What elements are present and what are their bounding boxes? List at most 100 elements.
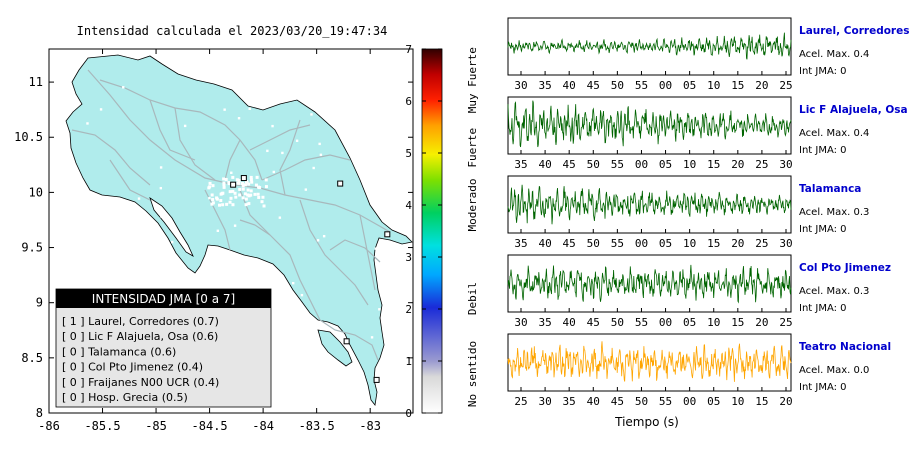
- station-marker: [230, 181, 237, 188]
- station-marker: [240, 175, 247, 182]
- waveform-tick-label: 00: [659, 316, 672, 329]
- waveform-tick-label: 25: [755, 237, 768, 250]
- town-dot: [264, 185, 268, 189]
- waveform-tick-label: 10: [707, 316, 720, 329]
- town-dot: [228, 200, 232, 204]
- town-dot: [211, 198, 215, 202]
- road: [239, 189, 321, 321]
- road: [319, 319, 379, 361]
- town-dot: [241, 184, 245, 188]
- town-dot: [237, 178, 241, 182]
- town-dot: [210, 202, 214, 206]
- legend-item: [ 0 ] Talamanca (0.6): [62, 345, 176, 358]
- station-accel: Acel. Max. 0.4: [799, 49, 869, 60]
- waveform-tick-label: 00: [635, 237, 648, 250]
- station-marker: [384, 231, 391, 238]
- station-accel: Acel. Max. 0.3: [799, 207, 869, 218]
- town-dot: [99, 108, 103, 111]
- road: [87, 69, 236, 186]
- colorbar-tick-label: 1: [405, 355, 412, 368]
- town-dot: [249, 178, 253, 182]
- road: [299, 199, 369, 306]
- road: [174, 107, 216, 181]
- waveform-tick-label: 15: [731, 316, 744, 329]
- waveform-panel: 35 40 45 50 55 00 05 10 15 20 25 30 Talamanca Acel. M…: [507, 175, 869, 250]
- town-dot: [253, 192, 257, 196]
- town-dot: [139, 216, 142, 220]
- map-y-tick-label: 10.5: [14, 130, 43, 144]
- colorbar-tick-label: 7: [405, 43, 412, 56]
- waveform-trace: [507, 184, 792, 225]
- colorbar-tick-label: 0: [405, 407, 412, 420]
- waveform-tick-label: 05: [659, 158, 672, 171]
- colorbar-tick-label: 5: [405, 147, 412, 160]
- waveform-tick-label: 55: [635, 316, 648, 329]
- town-dot: [262, 204, 266, 208]
- waveform-tick-label: 45: [563, 158, 576, 171]
- waveform-tick-label: 25: [755, 158, 768, 171]
- town-dot: [244, 197, 248, 201]
- road: [109, 159, 151, 201]
- town-dot: [249, 189, 253, 193]
- station-marker: [343, 338, 350, 345]
- town-dot: [304, 188, 308, 191]
- town-dot: [246, 188, 250, 192]
- town-dot: [227, 181, 231, 185]
- legend-item: [ 0 ] Fraijanes N00 UCR (0.4): [62, 376, 219, 389]
- town-dot: [278, 216, 282, 219]
- waveform-tick-label: 50: [587, 158, 600, 171]
- map-y-tick-label: 8: [36, 406, 43, 420]
- osa-peninsula: [317, 329, 353, 367]
- waveform-tick-label: 30: [779, 237, 792, 250]
- waveform-tick-label: 50: [635, 395, 648, 408]
- town-dot: [244, 203, 248, 207]
- waveform-tick-label: 15: [707, 237, 720, 250]
- waveform-tick-label: 35: [514, 237, 527, 250]
- town-dot: [230, 171, 233, 174]
- waveform-panel: 25 30 35 40 45 50 55 00 05 10 15 20 Teatro Nacional A…: [507, 333, 891, 408]
- town-dot: [249, 175, 253, 179]
- waveform-panel: 30 35 40 45 50 55 00 05 10 15 20 25 Laurel, Corredor…: [507, 17, 909, 92]
- waveform-tick-label: 40: [538, 158, 551, 171]
- map-frame: [48, 48, 414, 414]
- town-dot: [219, 192, 223, 196]
- town-dot: [247, 194, 251, 198]
- map-x-tick-label: -85.5: [84, 419, 120, 433]
- map-title: Intensidad calculada el 2023/03/20_19:47…: [77, 24, 388, 38]
- map-y-tick-label: 10: [29, 185, 43, 199]
- waveform-tick-label: 20: [731, 158, 744, 171]
- waveform-tick-label: 35: [563, 395, 576, 408]
- town-dot: [222, 185, 226, 189]
- waveform-tick-label: 30: [779, 158, 792, 171]
- map-x-tick-label: -84.5: [192, 419, 228, 433]
- waveform-tick-label: 45: [587, 79, 600, 92]
- town-dot: [228, 190, 232, 194]
- waveform-tick-label: 55: [635, 79, 648, 92]
- town-dot: [338, 335, 341, 339]
- town-dot: [260, 200, 264, 204]
- waveform-tick-label: 45: [563, 237, 576, 250]
- town-dot: [300, 293, 304, 297]
- town-dot: [219, 199, 223, 203]
- town-dot: [170, 240, 174, 244]
- waveform-tick-label: 35: [514, 158, 527, 171]
- waveform-tick-label: 05: [683, 79, 696, 92]
- town-dot: [257, 195, 261, 199]
- colorbar-scale: [421, 48, 443, 414]
- waveform-tick-label: 30: [514, 316, 527, 329]
- waveform-tick-label: 55: [659, 395, 672, 408]
- road: [249, 124, 311, 151]
- town-dot: [159, 186, 163, 190]
- station-name: Laurel, Corredores: [799, 25, 909, 37]
- waveform-tick-label: 25: [514, 395, 527, 408]
- town-dot: [281, 151, 284, 155]
- road: [279, 119, 301, 196]
- road: [239, 219, 271, 236]
- town-dot: [243, 192, 247, 196]
- town-dot: [245, 180, 249, 184]
- town-dot: [224, 177, 228, 181]
- town-dot: [310, 113, 313, 116]
- town-dot: [207, 186, 211, 190]
- waveform-tick-label: 50: [587, 237, 600, 250]
